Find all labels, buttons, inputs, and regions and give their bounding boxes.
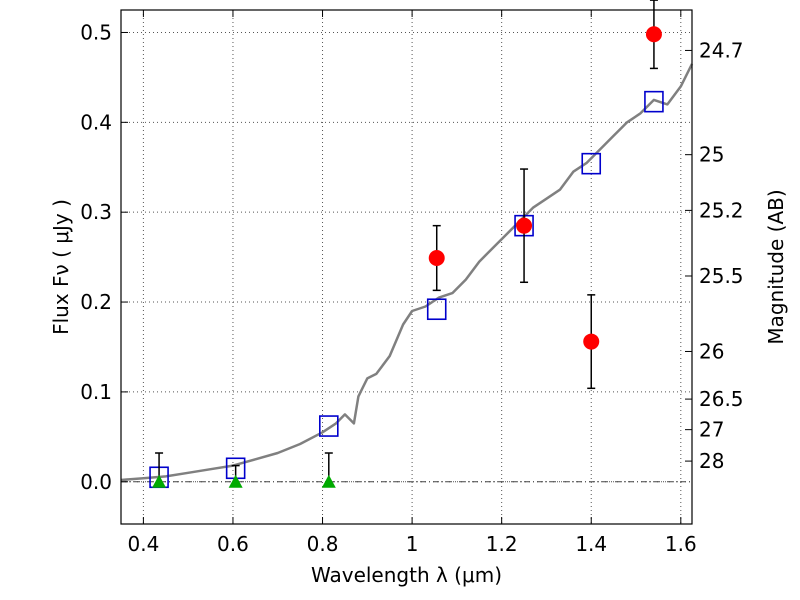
model-photometry-square bbox=[426, 298, 447, 321]
model-sed-line bbox=[120, 63, 694, 482]
model-sed-layer bbox=[120, 63, 694, 482]
right-axis-title: Magnitude (AB) bbox=[764, 189, 788, 344]
x-tick-label: 1.2 bbox=[486, 532, 518, 556]
x-tick-label: 1 bbox=[406, 532, 419, 556]
model-photometry-square bbox=[318, 415, 339, 437]
y-tick-label: 0.1 bbox=[80, 380, 112, 404]
y-axis-title: Flux Fν ( μJy ) bbox=[49, 199, 73, 335]
detection-point bbox=[583, 333, 600, 350]
right-tick-label: 24.7 bbox=[699, 38, 744, 62]
right-tick-label: 26.5 bbox=[699, 387, 744, 411]
plot-frame bbox=[120, 9, 693, 525]
x-tick-label: 0.6 bbox=[217, 532, 249, 556]
model-photometry-square bbox=[581, 152, 602, 175]
right-tick-label: 27 bbox=[699, 418, 724, 442]
right-tick-label: 28 bbox=[699, 449, 724, 473]
grid-lines bbox=[121, 10, 692, 524]
model-photometry-square bbox=[644, 90, 664, 113]
right-tick-label: 25.2 bbox=[699, 198, 744, 222]
right-tick-label: 25.5 bbox=[699, 264, 744, 288]
non-detection-triangle bbox=[152, 474, 167, 488]
right-tick-label: 26 bbox=[699, 339, 724, 363]
y-tick-label: 0.3 bbox=[80, 200, 112, 224]
detection-point bbox=[428, 250, 445, 267]
x-tick-label: 1.4 bbox=[575, 532, 607, 556]
non-detection-triangle bbox=[321, 474, 336, 488]
y-tick-label: 0.2 bbox=[80, 290, 112, 314]
detection-point bbox=[645, 26, 662, 43]
x-tick-label: 0.4 bbox=[127, 532, 159, 556]
data-points-layer bbox=[149, 0, 664, 489]
x-tick-label: 1.6 bbox=[665, 532, 697, 556]
x-axis-title: Wavelength λ (μm) bbox=[311, 563, 502, 587]
y-tick-label: 0.0 bbox=[80, 470, 112, 494]
right-tick-label: 25 bbox=[699, 143, 724, 167]
y-tick-label: 0.4 bbox=[80, 110, 112, 134]
non-detection-triangle bbox=[228, 474, 243, 488]
detection-point bbox=[516, 217, 533, 234]
y-tick-label: 0.5 bbox=[80, 20, 112, 44]
axis-ticks: 0.4 0.6 0.8 1 1.2 1.4 1.6 0.0 0.1 0.2 0.3 0.4 0.5 24.… bbox=[80, 10, 744, 556]
x-tick-label: 0.8 bbox=[307, 532, 339, 556]
